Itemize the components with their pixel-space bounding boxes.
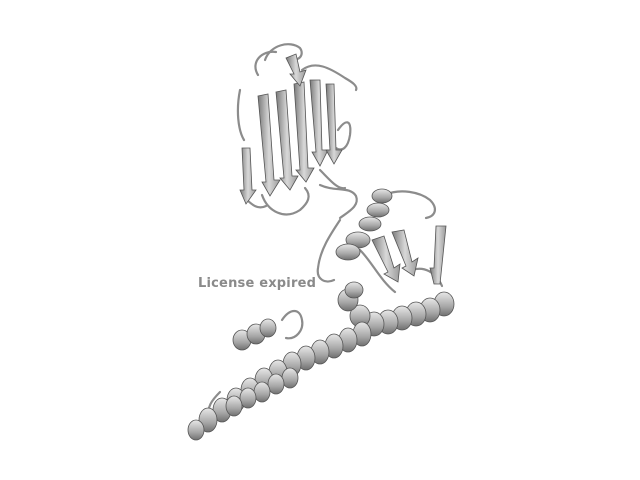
helix-long-horizontal [337, 281, 455, 337]
upper-domain-loops [236, 43, 358, 216]
helix-lower-left [225, 367, 299, 417]
license-expired-watermark: License expired [198, 276, 317, 291]
helix-upper-right [335, 188, 393, 261]
upper-domain-strands [239, 53, 343, 205]
helix-short-left [232, 318, 277, 351]
linker-loop [316, 183, 358, 283]
lower-domain-strands [371, 225, 447, 285]
